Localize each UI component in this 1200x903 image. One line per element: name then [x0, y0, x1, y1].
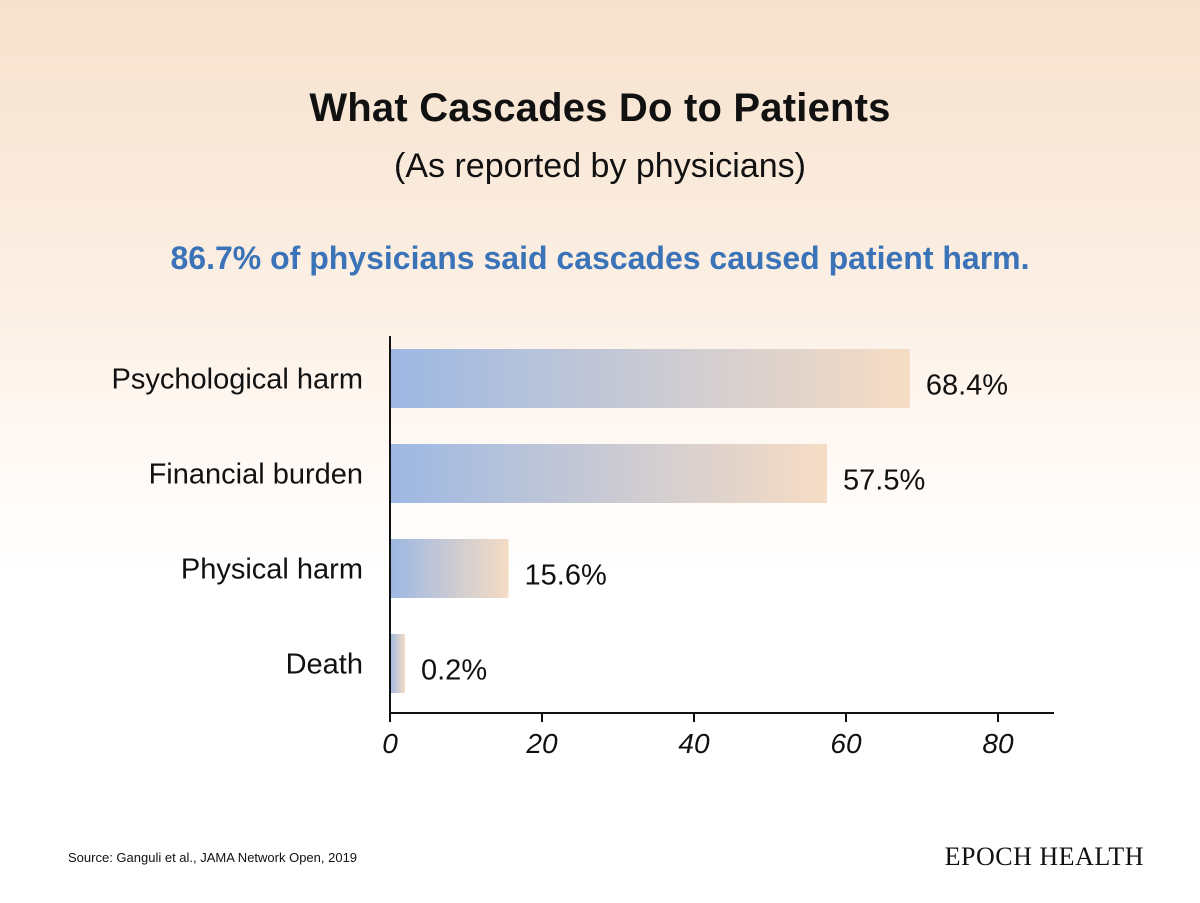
value-label: 57.5%	[843, 465, 925, 497]
value-label: 15.6%	[525, 560, 607, 592]
x-tick-label: 80	[982, 728, 1014, 759]
x-tick-label: 40	[678, 728, 710, 759]
x-tick-label: 20	[525, 728, 558, 759]
brand-logo: EPOCH HEALTH	[944, 842, 1144, 871]
x-tick-label: 60	[830, 728, 862, 759]
bar-death	[390, 634, 405, 693]
highlight-statement: 86.7% of physicians said cascades caused…	[170, 240, 1030, 276]
category-label: Physical harm	[181, 554, 363, 586]
category-label: Psychological harm	[112, 364, 363, 396]
category-label: Death	[286, 649, 363, 681]
bar-financial-burden	[390, 444, 827, 503]
category-label: Financial burden	[149, 459, 363, 491]
value-label: 0.2%	[421, 655, 487, 687]
bar-physical-harm	[390, 539, 509, 598]
chart-subtitle: (As reported by physicians)	[394, 147, 806, 185]
bar-chart: Psychological harm 68.4% Financial burden 5…	[112, 336, 1054, 759]
source-note: Source: Ganguli et al., JAMA Network Ope…	[68, 850, 358, 865]
x-tick-label: 0	[382, 728, 398, 759]
bar-psychological-harm	[390, 349, 910, 408]
value-label: 68.4%	[926, 370, 1008, 402]
chart-title: What Cascades Do to Patients	[309, 86, 891, 130]
